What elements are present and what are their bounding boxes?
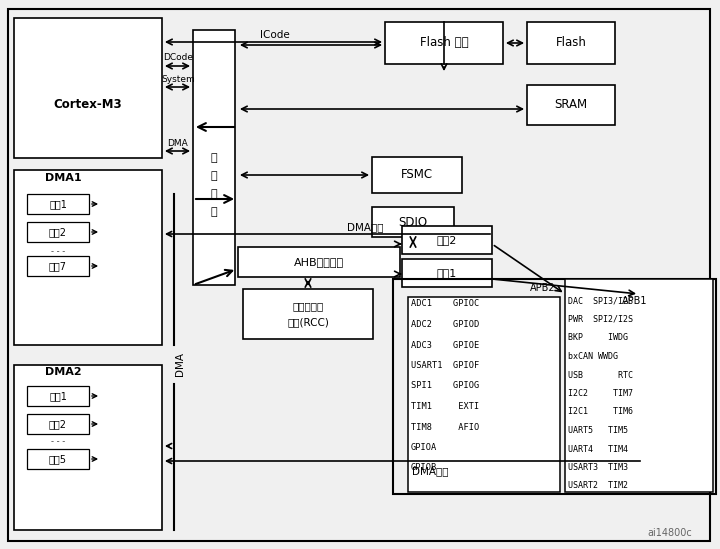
Text: Cortex-M3: Cortex-M3 bbox=[54, 98, 122, 110]
Text: DMA: DMA bbox=[175, 352, 185, 376]
FancyBboxPatch shape bbox=[27, 414, 89, 434]
FancyBboxPatch shape bbox=[527, 85, 615, 125]
FancyBboxPatch shape bbox=[14, 365, 162, 530]
Text: 桥接1: 桥接1 bbox=[437, 268, 457, 278]
Text: System: System bbox=[161, 75, 195, 83]
Text: UART4   TIM4: UART4 TIM4 bbox=[568, 445, 628, 453]
FancyBboxPatch shape bbox=[14, 18, 162, 158]
Text: ai14800c: ai14800c bbox=[647, 528, 693, 538]
FancyBboxPatch shape bbox=[14, 170, 162, 345]
Text: DMA1: DMA1 bbox=[45, 173, 81, 183]
Text: DMA请求: DMA请求 bbox=[412, 466, 449, 476]
FancyBboxPatch shape bbox=[27, 386, 89, 406]
Text: ICode: ICode bbox=[260, 30, 290, 40]
Text: 总: 总 bbox=[211, 153, 217, 163]
FancyBboxPatch shape bbox=[27, 222, 89, 242]
FancyBboxPatch shape bbox=[193, 30, 235, 285]
Text: ADC2    GPIOD: ADC2 GPIOD bbox=[411, 320, 480, 329]
Text: GPIOA: GPIOA bbox=[411, 443, 437, 452]
Text: USART3  TIM3: USART3 TIM3 bbox=[568, 463, 628, 472]
FancyBboxPatch shape bbox=[372, 207, 454, 237]
FancyBboxPatch shape bbox=[402, 226, 492, 254]
Text: 矩: 矩 bbox=[211, 189, 217, 199]
Text: I2C1     TIM6: I2C1 TIM6 bbox=[568, 407, 633, 417]
Text: TIM1     EXTI: TIM1 EXTI bbox=[411, 402, 480, 411]
FancyBboxPatch shape bbox=[385, 22, 503, 64]
FancyBboxPatch shape bbox=[27, 194, 89, 214]
Text: 阵: 阵 bbox=[211, 207, 217, 217]
Text: ADC3    GPIOE: ADC3 GPIOE bbox=[411, 340, 480, 350]
Text: USART2  TIM2: USART2 TIM2 bbox=[568, 481, 628, 490]
Text: SDIO: SDIO bbox=[398, 216, 428, 228]
FancyBboxPatch shape bbox=[238, 247, 400, 277]
Text: ADC1    GPIOC: ADC1 GPIOC bbox=[411, 300, 480, 309]
Text: 通道2: 通道2 bbox=[49, 227, 67, 237]
FancyBboxPatch shape bbox=[243, 289, 373, 339]
FancyBboxPatch shape bbox=[27, 449, 89, 469]
Text: PWR  SPI2/I2S: PWR SPI2/I2S bbox=[568, 315, 633, 324]
Text: 通道2: 通道2 bbox=[49, 419, 67, 429]
FancyBboxPatch shape bbox=[565, 279, 713, 492]
Text: Flash 接口: Flash 接口 bbox=[420, 36, 468, 49]
Text: GPIOB: GPIOB bbox=[411, 463, 437, 473]
FancyBboxPatch shape bbox=[408, 297, 560, 492]
Text: DAC  SPI3/I2S: DAC SPI3/I2S bbox=[568, 296, 633, 305]
Text: DCode: DCode bbox=[163, 53, 193, 63]
Text: DMA: DMA bbox=[168, 138, 189, 148]
Text: APB1: APB1 bbox=[622, 296, 647, 306]
Text: AHB系统总线: AHB系统总线 bbox=[294, 257, 344, 267]
Text: Flash: Flash bbox=[556, 36, 586, 49]
Text: 通道1: 通道1 bbox=[49, 199, 67, 209]
Text: 通道5: 通道5 bbox=[49, 454, 67, 464]
Text: 控制(RCC): 控制(RCC) bbox=[287, 317, 329, 327]
Text: 复位和时钟: 复位和时钟 bbox=[292, 301, 323, 311]
Text: 桥接2: 桥接2 bbox=[437, 235, 457, 245]
Text: SRAM: SRAM bbox=[554, 98, 588, 111]
Text: UART5   TIM5: UART5 TIM5 bbox=[568, 426, 628, 435]
Text: - - -: - - - bbox=[51, 436, 65, 445]
Text: bxCAN WWDG: bxCAN WWDG bbox=[568, 352, 618, 361]
Text: SPI1    GPIOG: SPI1 GPIOG bbox=[411, 382, 480, 390]
FancyBboxPatch shape bbox=[372, 157, 462, 193]
Text: 通道7: 通道7 bbox=[49, 261, 67, 271]
FancyBboxPatch shape bbox=[8, 9, 710, 541]
FancyBboxPatch shape bbox=[27, 256, 89, 276]
Text: FSMC: FSMC bbox=[401, 169, 433, 182]
Text: I2C2     TIM7: I2C2 TIM7 bbox=[568, 389, 633, 398]
Text: 线: 线 bbox=[211, 171, 217, 181]
Text: APB2: APB2 bbox=[530, 283, 556, 293]
Text: TIM8     AFIO: TIM8 AFIO bbox=[411, 423, 480, 432]
Text: - - -: - - - bbox=[51, 247, 65, 255]
Text: DMA请求: DMA请求 bbox=[347, 222, 383, 232]
FancyBboxPatch shape bbox=[527, 22, 615, 64]
Text: 通道1: 通道1 bbox=[49, 391, 67, 401]
FancyBboxPatch shape bbox=[402, 259, 492, 287]
Text: USART1  GPIOF: USART1 GPIOF bbox=[411, 361, 480, 370]
Text: BKP     IWDG: BKP IWDG bbox=[568, 333, 628, 343]
Text: USB       RTC: USB RTC bbox=[568, 371, 633, 379]
Text: DMA2: DMA2 bbox=[45, 367, 81, 377]
